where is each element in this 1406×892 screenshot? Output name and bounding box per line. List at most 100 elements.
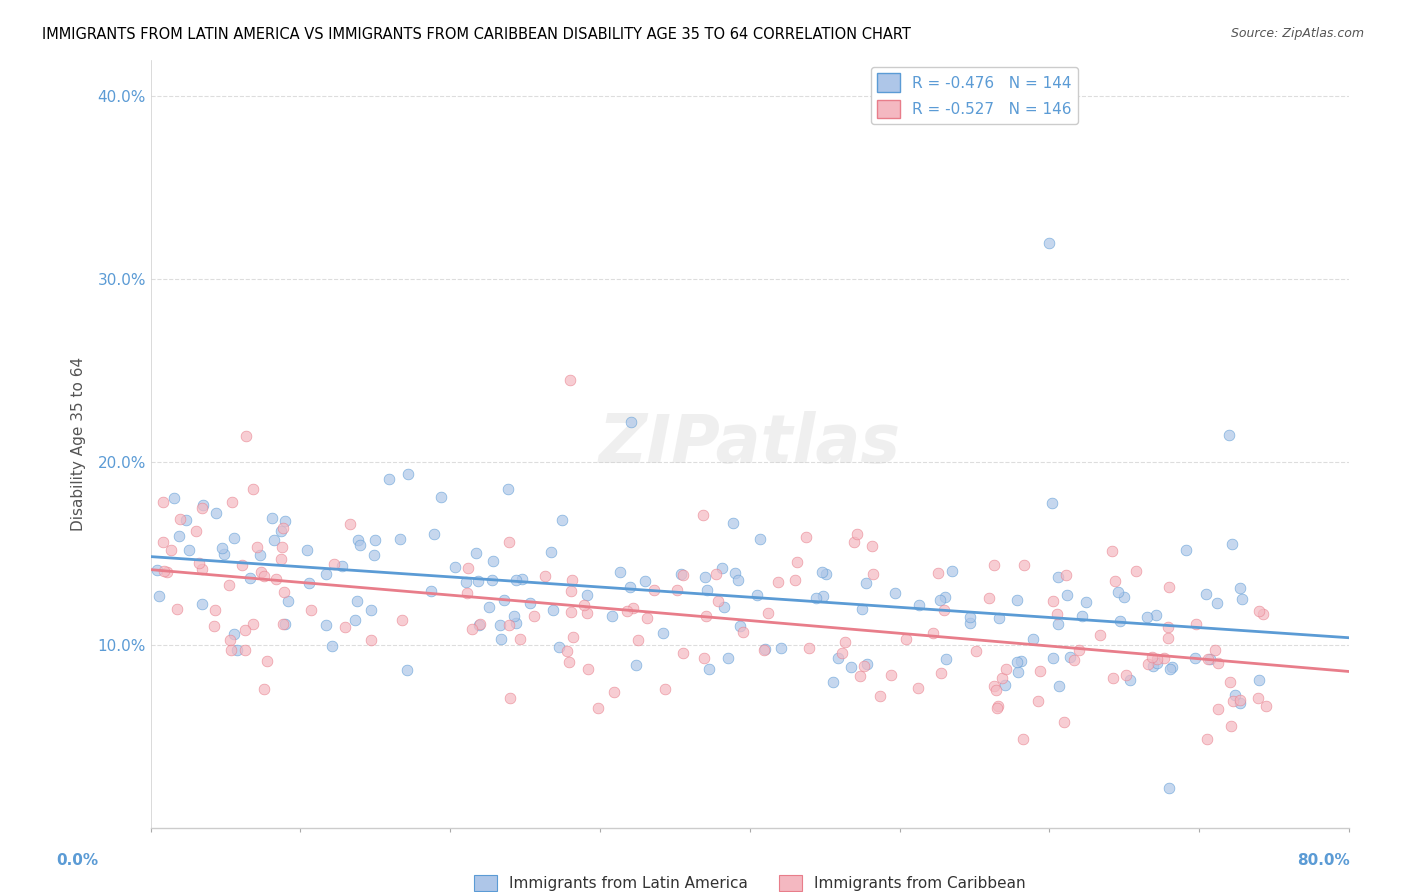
Point (827, 651, 849, 665)
Point (1056, 588, 1078, 602)
Point (378, 472, 401, 486)
Point (219, 633, 242, 648)
Point (509, 632, 531, 647)
Point (1046, 617, 1069, 632)
Point (321, 639, 343, 653)
Point (152, 495, 174, 509)
Point (211, 541, 233, 555)
Point (1104, 574, 1126, 589)
Point (856, 657, 879, 671)
Point (315, 567, 337, 582)
Point (163, 491, 186, 506)
Point (991, 671, 1014, 685)
Point (560, 583, 582, 598)
Point (389, 532, 412, 546)
Point (922, 626, 945, 640)
Point (846, 527, 869, 541)
Point (987, 699, 1010, 714)
Point (271, 616, 294, 631)
Point (1042, 651, 1064, 665)
Point (1012, 558, 1035, 572)
Point (190, 562, 212, 576)
Point (502, 609, 524, 624)
Point (935, 652, 957, 666)
Point (695, 609, 717, 624)
Point (624, 658, 647, 673)
Point (1042, 594, 1064, 608)
Point (534, 568, 557, 582)
Point (519, 596, 541, 610)
Point (551, 513, 574, 527)
Point (1185, 617, 1208, 632)
Point (1220, 536, 1243, 550)
Point (834, 635, 856, 649)
Point (1125, 564, 1147, 578)
Point (174, 512, 197, 526)
Point (1140, 649, 1163, 664)
Point (191, 498, 214, 512)
Point (1074, 595, 1097, 609)
Point (1047, 679, 1070, 693)
Point (643, 582, 665, 597)
Point (1159, 780, 1181, 795)
Point (1007, 665, 1029, 679)
Point (212, 547, 235, 561)
Point (562, 630, 585, 644)
Point (274, 616, 297, 631)
Point (347, 533, 370, 547)
Point (1247, 604, 1270, 618)
Point (1136, 657, 1159, 672)
Point (860, 539, 883, 553)
Point (883, 586, 905, 600)
Point (1101, 671, 1123, 685)
Point (364, 533, 387, 547)
Point (242, 617, 264, 632)
Point (786, 555, 808, 569)
Point (710, 560, 733, 574)
Point (627, 632, 650, 647)
Point (253, 568, 276, 582)
Point (934, 590, 956, 604)
Point (478, 599, 501, 614)
Point (191, 501, 214, 516)
Point (713, 600, 735, 615)
Point (634, 574, 657, 588)
Point (619, 580, 641, 594)
Point (260, 510, 283, 524)
Point (482, 554, 505, 568)
Point (1038, 235, 1060, 250)
Point (941, 564, 963, 578)
Point (654, 681, 676, 696)
Point (346, 593, 368, 607)
Point (395, 663, 418, 677)
Point (575, 606, 598, 620)
Point (842, 535, 865, 549)
Text: 80.0%: 80.0% (1296, 854, 1350, 868)
Point (1026, 694, 1049, 708)
Point (1046, 607, 1069, 622)
Point (1156, 619, 1178, 633)
Point (253, 681, 276, 696)
Point (1005, 655, 1028, 669)
Point (169, 512, 191, 526)
Point (363, 548, 385, 562)
Point (270, 524, 292, 538)
Point (555, 644, 578, 658)
Point (1204, 643, 1226, 657)
Point (256, 654, 278, 668)
Legend: R = -0.476   N = 144, R = -0.527   N = 146: R = -0.476 N = 144, R = -0.527 N = 146 (870, 67, 1077, 124)
Point (983, 679, 1005, 693)
Point (430, 490, 453, 504)
Point (273, 521, 295, 535)
Point (797, 640, 820, 655)
Point (671, 647, 693, 661)
Point (204, 603, 226, 617)
Point (467, 574, 489, 588)
Point (391, 613, 413, 627)
Point (574, 599, 596, 613)
Point (1063, 652, 1085, 666)
Point (1054, 567, 1077, 582)
Point (166, 602, 188, 616)
Point (152, 534, 174, 549)
Point (717, 650, 740, 665)
